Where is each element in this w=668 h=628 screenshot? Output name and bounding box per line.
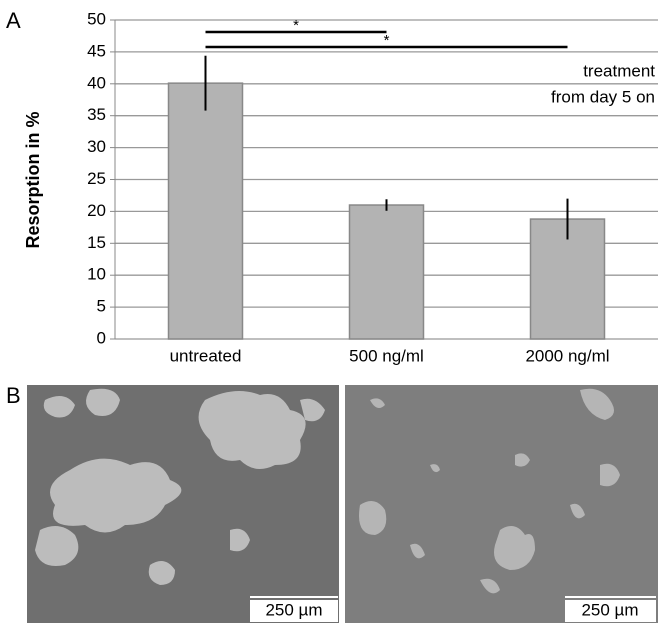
x-tick-label: 500 ng/ml	[349, 346, 424, 365]
y-axis-title: Resorption in %	[23, 111, 43, 248]
scale-box	[250, 600, 338, 622]
panel-label: A	[6, 8, 21, 33]
significance-label: *	[384, 32, 390, 49]
y-tick-label: 30	[87, 137, 106, 156]
micrograph	[345, 385, 658, 623]
y-tick-label: 5	[97, 297, 106, 316]
y-tick-label: 15	[87, 233, 106, 252]
x-tick-label: untreated	[170, 346, 242, 365]
y-tick-label: 20	[87, 201, 106, 220]
y-tick-label: 0	[97, 328, 106, 347]
y-tick-label: 45	[87, 41, 106, 60]
scale-label: 250 µm	[581, 600, 638, 619]
significance-label: *	[293, 17, 299, 34]
scale-box	[565, 600, 656, 622]
y-tick-label: 50	[87, 9, 106, 28]
micrograph	[27, 385, 339, 623]
scale-label: 250 µm	[265, 600, 322, 619]
bar	[167, 82, 244, 340]
annotation: from day 5 on	[551, 87, 655, 106]
annotation: treatment	[583, 61, 655, 80]
y-tick-label: 35	[87, 105, 106, 124]
x-tick-label: 2000 ng/ml	[525, 346, 609, 365]
y-tick-label: 10	[87, 265, 106, 284]
bar	[348, 204, 425, 340]
y-tick-label: 25	[87, 169, 106, 188]
y-tick-label: 40	[87, 73, 106, 92]
panel-label: B	[6, 383, 21, 408]
